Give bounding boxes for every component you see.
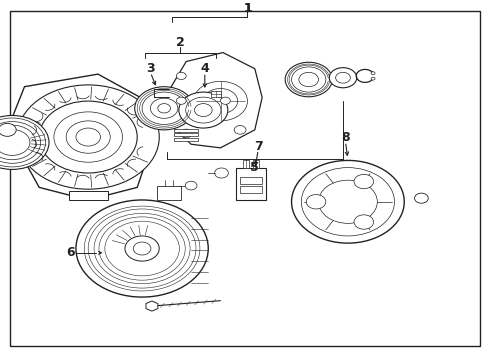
Circle shape (0, 116, 49, 170)
Circle shape (215, 168, 228, 178)
Text: 5: 5 (250, 161, 259, 174)
Bar (174, 134, 198, 136)
Text: 4: 4 (200, 62, 209, 75)
Circle shape (176, 72, 186, 80)
Circle shape (0, 122, 41, 163)
Circle shape (292, 67, 326, 92)
Polygon shape (169, 53, 262, 148)
Circle shape (91, 211, 194, 286)
Circle shape (318, 180, 377, 223)
Circle shape (39, 101, 137, 173)
Circle shape (186, 97, 221, 123)
Bar (157, 186, 181, 200)
Text: 7: 7 (254, 140, 263, 153)
Circle shape (329, 68, 357, 88)
Circle shape (150, 98, 178, 118)
Circle shape (336, 72, 350, 83)
Circle shape (17, 85, 159, 189)
Polygon shape (7, 74, 152, 200)
Circle shape (84, 206, 200, 291)
Circle shape (94, 213, 190, 284)
Circle shape (354, 215, 373, 229)
Circle shape (133, 242, 151, 255)
Circle shape (135, 87, 194, 130)
Bar (69, 191, 108, 200)
Circle shape (88, 209, 196, 288)
Bar (211, 91, 220, 97)
Circle shape (371, 72, 375, 75)
Circle shape (354, 174, 373, 189)
Circle shape (142, 92, 186, 125)
Text: 3: 3 (146, 62, 155, 75)
Text: 2: 2 (176, 36, 185, 49)
Circle shape (415, 193, 428, 203)
Circle shape (292, 161, 404, 243)
Circle shape (99, 217, 185, 280)
Circle shape (66, 121, 110, 153)
Circle shape (185, 181, 197, 190)
Circle shape (0, 118, 46, 167)
Circle shape (341, 197, 355, 207)
Bar (174, 138, 198, 141)
Text: 1: 1 (243, 2, 252, 15)
Circle shape (54, 112, 122, 162)
Bar (236, 168, 266, 200)
Bar (243, 161, 249, 168)
Circle shape (180, 129, 192, 138)
Circle shape (195, 104, 212, 117)
Circle shape (0, 125, 36, 160)
Circle shape (306, 195, 326, 209)
Circle shape (220, 97, 230, 104)
Circle shape (234, 126, 246, 134)
Text: 6: 6 (66, 246, 74, 259)
Circle shape (105, 221, 179, 276)
Circle shape (0, 130, 30, 156)
Bar (253, 161, 259, 168)
Circle shape (0, 123, 16, 136)
Circle shape (371, 77, 375, 80)
Text: 1: 1 (243, 2, 252, 15)
Circle shape (301, 168, 394, 236)
Circle shape (299, 72, 318, 87)
Circle shape (76, 128, 100, 146)
Circle shape (179, 92, 228, 128)
Circle shape (158, 104, 171, 113)
Polygon shape (146, 301, 158, 311)
Circle shape (285, 62, 332, 97)
Bar (240, 186, 262, 193)
Bar (240, 177, 262, 184)
Circle shape (176, 97, 186, 104)
Circle shape (76, 200, 208, 297)
Circle shape (333, 191, 363, 212)
Bar (174, 129, 198, 132)
Text: 8: 8 (341, 131, 350, 144)
Circle shape (125, 236, 159, 261)
